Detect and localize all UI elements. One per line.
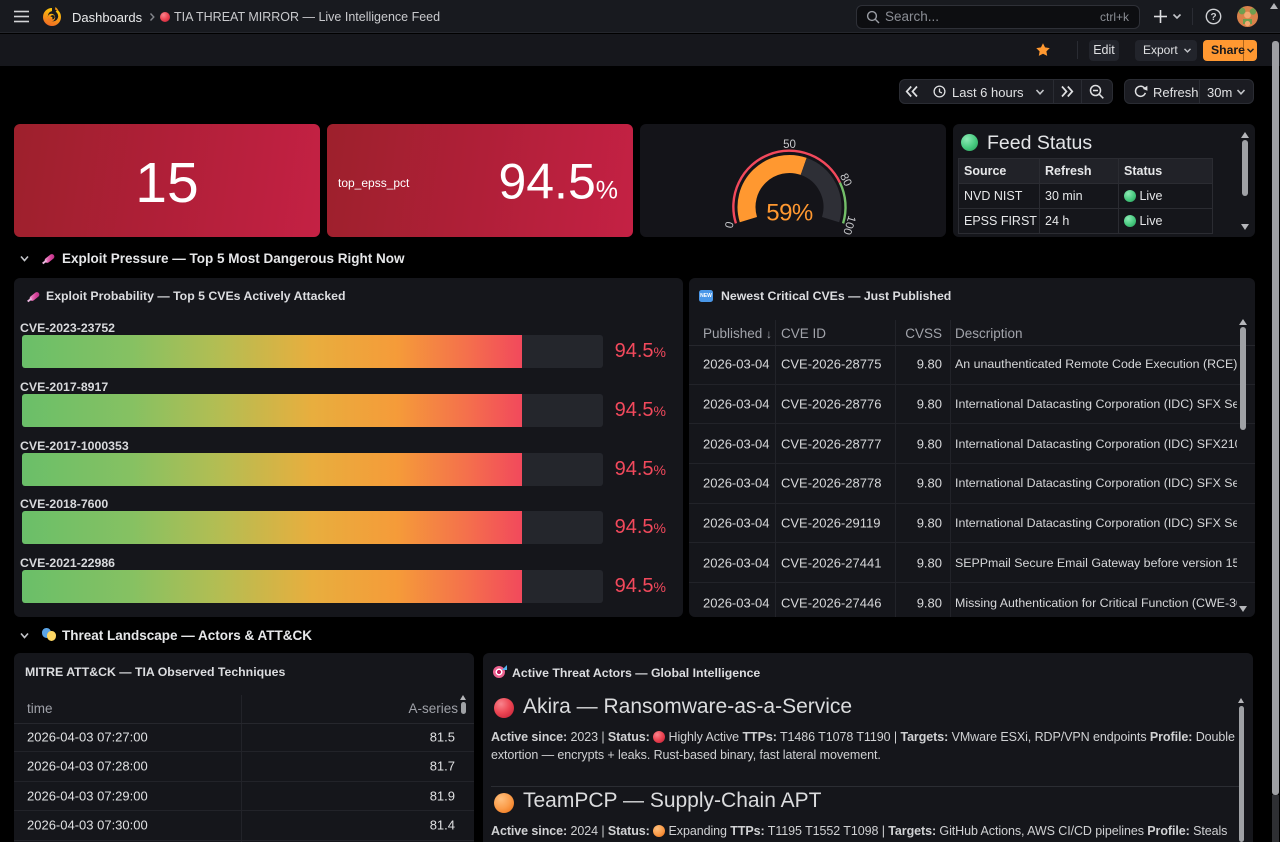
svg-text:59%: 59% [766, 200, 813, 227]
svg-text:50: 50 [783, 139, 796, 151]
svg-text:80: 80 [837, 172, 853, 189]
svg-text:?: ? [1210, 12, 1216, 23]
svg-text:100: 100 [840, 214, 857, 236]
svg-text:0: 0 [724, 221, 737, 230]
